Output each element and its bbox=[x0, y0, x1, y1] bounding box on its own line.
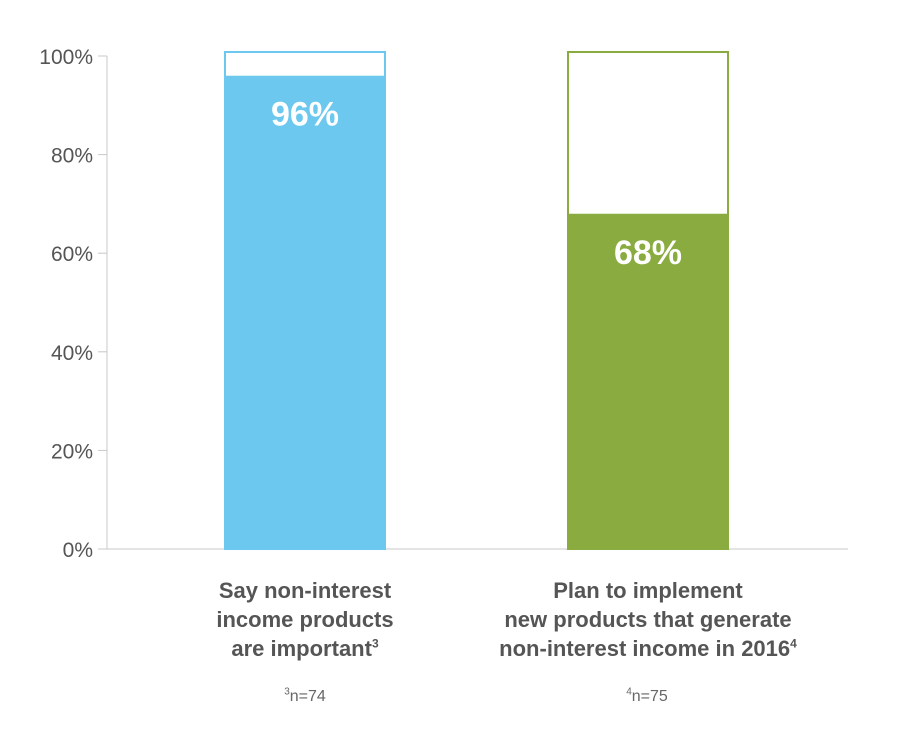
category-label-2-line-2: new products that generate bbox=[504, 607, 792, 632]
category-label-1-line-1: Say non-interest bbox=[218, 578, 392, 603]
y-tick-label: 60% bbox=[51, 243, 93, 266]
note-1-text: n=74 bbox=[289, 688, 326, 705]
bar-value-label: 96% bbox=[271, 96, 339, 134]
category-label-2-line-1: Plan to implement bbox=[553, 578, 743, 603]
y-tick-label: 40% bbox=[51, 342, 93, 365]
category-label-2: Plan to implement new products that gene… bbox=[468, 576, 828, 663]
category-label-1-superscript: 3 bbox=[371, 636, 379, 651]
y-tick-label: 80% bbox=[51, 145, 93, 168]
category-label-2-line-3: non-interest income in 20164 bbox=[499, 636, 797, 661]
category-label-1: Say non-interest income products are imp… bbox=[125, 576, 485, 663]
bar bbox=[224, 75, 386, 549]
y-tick-label: 0% bbox=[63, 539, 93, 562]
category-label-1-line-2: income products bbox=[216, 607, 394, 632]
note-2-superscript: 4 bbox=[626, 686, 632, 698]
note-2-text: n=75 bbox=[631, 688, 668, 705]
category-label-1-line-3: are important3 bbox=[231, 636, 379, 661]
bar bbox=[567, 213, 729, 549]
category-label-2-superscript: 4 bbox=[790, 636, 797, 651]
bar-value-label: 68% bbox=[614, 234, 682, 272]
sample-size-note-1: 3n=74 bbox=[205, 686, 405, 706]
y-tick-label: 100% bbox=[39, 46, 93, 69]
note-1-superscript: 3 bbox=[284, 686, 290, 698]
sample-size-note-2: 4n=75 bbox=[547, 686, 747, 706]
y-tick-label: 20% bbox=[51, 440, 93, 463]
